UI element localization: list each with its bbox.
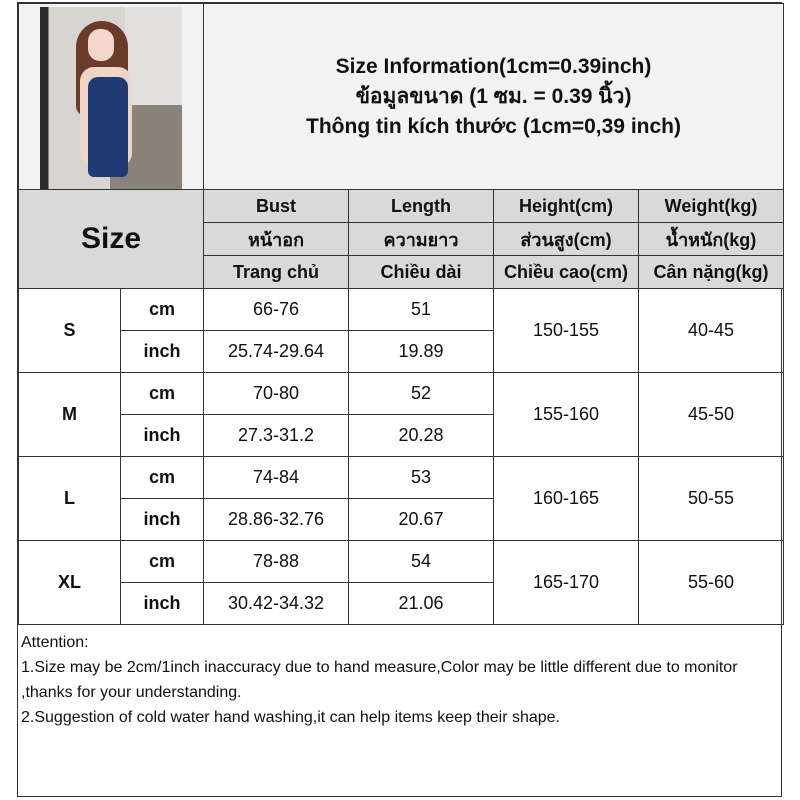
unit-label: inch <box>120 582 204 625</box>
bust-inch: 28.86-32.76 <box>203 498 349 541</box>
size-information-title: Size Information(1cm=0.39inch) ข้อมูลขนา… <box>202 3 785 190</box>
height-range: 165-170 <box>493 540 639 625</box>
length-inch: 20.28 <box>348 414 494 457</box>
product-photo <box>40 7 182 189</box>
column-header: Trang chủ <box>203 255 349 289</box>
table-row: L cm 74-84 53 160-165 50-55 <box>18 456 785 541</box>
column-header: ความยาว <box>348 222 494 256</box>
column-header: Cân nặng(kg) <box>637 255 785 289</box>
table-row: XL cm 78-88 54 165-170 55-60 <box>18 540 785 625</box>
table-row: inch 30.42-34.32 21.06 <box>19 582 784 625</box>
column-header: Chiều cao(cm) <box>493 255 639 289</box>
size-label: XL <box>18 540 121 625</box>
unit-label: cm <box>120 456 204 499</box>
size-label: M <box>18 372 121 457</box>
size-table: Size Information(1cm=0.39inch) ข้อมูลขนา… <box>18 3 785 625</box>
attention-note: Attention: 1.Size may be 2cm/1inch inacc… <box>21 634 738 726</box>
length-cm: 54 <box>348 540 494 583</box>
bust-inch: 27.3-31.2 <box>203 414 349 457</box>
table-row: inch 25.74-29.64 19.89 <box>19 330 784 373</box>
title-th: ข้อมูลขนาด (1 ซม. = 0.39 นิ้ว) <box>355 85 632 108</box>
bust-inch: 25.74-29.64 <box>203 330 349 373</box>
table-row: S cm 66-76 51 150-155 40-45 <box>18 288 785 373</box>
weight-range: 45-50 <box>637 372 785 457</box>
unit-label: cm <box>120 288 204 331</box>
unit-label: cm <box>120 540 204 583</box>
size-chart: Size Information(1cm=0.39inch) ข้อมูลขนา… <box>17 2 785 797</box>
height-range: 155-160 <box>493 372 639 457</box>
unit-label: inch <box>120 330 204 373</box>
unit-label: inch <box>120 414 204 457</box>
unit-label: cm <box>120 372 204 415</box>
bust-cm: 70-80 <box>203 372 349 415</box>
length-cm: 52 <box>348 372 494 415</box>
table-row: M cm 70-80 52 155-160 45-50 <box>18 372 785 457</box>
column-header: Length <box>348 189 494 223</box>
bust-cm: 78-88 <box>203 540 349 583</box>
column-header: Chiều dài <box>348 255 494 289</box>
table-row: inch 27.3-31.2 20.28 <box>19 414 784 457</box>
column-header: Weight(kg) <box>637 189 785 223</box>
height-range: 160-165 <box>493 456 639 541</box>
length-cm: 53 <box>348 456 494 499</box>
weight-range: 50-55 <box>637 456 785 541</box>
size-header: Size <box>18 189 204 289</box>
length-inch: 21.06 <box>348 582 494 625</box>
column-header: ส่วนสูง(cm) <box>493 222 639 256</box>
column-header: หน้าอก <box>203 222 349 256</box>
weight-range: 40-45 <box>637 288 785 373</box>
unit-label: inch <box>120 498 204 541</box>
title-en: Size Information(1cm=0.39inch) <box>335 55 652 78</box>
height-range: 150-155 <box>493 288 639 373</box>
column-header: Height(cm) <box>493 189 639 223</box>
title-vi: Thông tin kích thước (1cm=0,39 inch) <box>306 115 681 138</box>
bust-cm: 74-84 <box>203 456 349 499</box>
length-inch: 20.67 <box>348 498 494 541</box>
length-inch: 19.89 <box>348 330 494 373</box>
bust-inch: 30.42-34.32 <box>203 582 349 625</box>
size-label: L <box>18 456 121 541</box>
column-header: Bust <box>203 189 349 223</box>
length-cm: 51 <box>348 288 494 331</box>
product-photo-cell <box>18 3 204 190</box>
table-row: inch 28.86-32.76 20.67 <box>19 498 784 541</box>
column-header: น้ำหนัก(kg) <box>637 222 785 256</box>
size-label: S <box>18 288 121 373</box>
bust-cm: 66-76 <box>203 288 349 331</box>
weight-range: 55-60 <box>637 540 785 625</box>
